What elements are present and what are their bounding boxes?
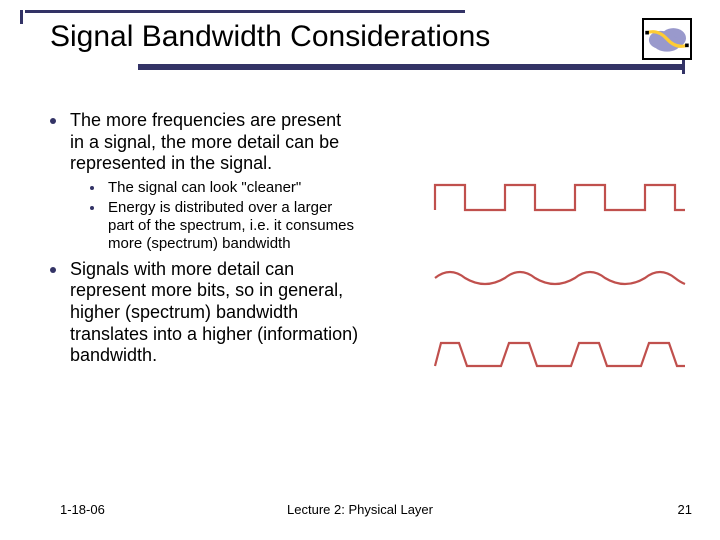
bullet-text: Signals with more detail can represent m… bbox=[70, 259, 360, 367]
bullet-text: Energy is distributed over a larger part… bbox=[108, 199, 360, 253]
signal-square-wave bbox=[435, 170, 685, 230]
signal-diagrams bbox=[435, 170, 685, 404]
bullet-item: The signal can look "cleaner" bbox=[90, 179, 360, 197]
sine-wave-path bbox=[435, 272, 685, 284]
trapezoid-wave-path bbox=[435, 343, 685, 366]
slide-title: Signal Bandwidth Considerations bbox=[50, 20, 720, 54]
bullet-item: The more frequencies are present in a si… bbox=[50, 110, 360, 175]
slide-logo-icon bbox=[642, 18, 692, 60]
bullet-item: Energy is distributed over a larger part… bbox=[90, 199, 360, 253]
bullet-item: Signals with more detail can represent m… bbox=[50, 259, 360, 367]
title-accent-line-top bbox=[25, 10, 465, 13]
title-accent-tick-bottom bbox=[682, 60, 685, 74]
title-accent-line-bottom bbox=[138, 64, 683, 70]
signal-sine-wave bbox=[435, 248, 685, 308]
footer-lecture: Lecture 2: Physical Layer bbox=[0, 502, 720, 517]
bullet-text: The signal can look "cleaner" bbox=[108, 179, 301, 197]
bullet-text: The more frequencies are present in a si… bbox=[70, 110, 360, 175]
title-accent-tick-top bbox=[20, 10, 23, 24]
bullet-dot-icon bbox=[50, 118, 56, 124]
bullet-content: The more frequencies are present in a si… bbox=[50, 110, 360, 371]
bullet-dot-icon bbox=[90, 206, 94, 210]
slide-footer: 1-18-06 Lecture 2: Physical Layer 21 bbox=[0, 502, 720, 522]
bullet-dot-icon bbox=[90, 186, 94, 190]
bullet-dot-icon bbox=[50, 267, 56, 273]
signal-trapezoid-wave bbox=[435, 326, 685, 386]
square-wave-path bbox=[435, 185, 685, 210]
footer-page-number: 21 bbox=[678, 502, 692, 517]
